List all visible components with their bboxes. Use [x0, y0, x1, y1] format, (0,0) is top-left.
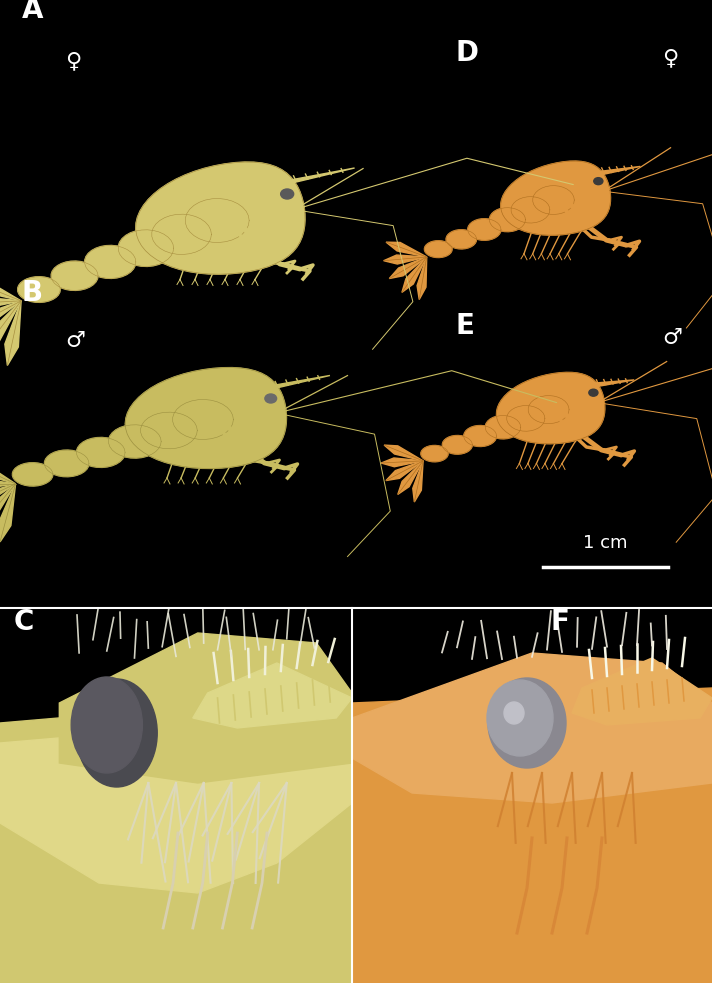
- Polygon shape: [18, 277, 61, 303]
- Ellipse shape: [76, 679, 157, 787]
- Polygon shape: [446, 230, 476, 249]
- Polygon shape: [264, 376, 330, 391]
- Ellipse shape: [504, 702, 524, 724]
- Polygon shape: [507, 406, 545, 432]
- Polygon shape: [486, 416, 520, 438]
- Polygon shape: [152, 214, 211, 255]
- Polygon shape: [0, 301, 21, 354]
- Ellipse shape: [589, 389, 598, 396]
- Polygon shape: [59, 633, 352, 783]
- Polygon shape: [489, 207, 525, 232]
- Polygon shape: [381, 458, 423, 467]
- Polygon shape: [13, 463, 53, 486]
- Polygon shape: [281, 168, 355, 186]
- Polygon shape: [386, 461, 423, 481]
- Text: F: F: [550, 608, 569, 636]
- Polygon shape: [352, 688, 712, 983]
- Ellipse shape: [265, 394, 276, 403]
- Polygon shape: [0, 458, 16, 484]
- Text: D: D: [456, 38, 478, 67]
- Polygon shape: [0, 484, 16, 530]
- Polygon shape: [398, 461, 423, 494]
- Polygon shape: [193, 663, 352, 728]
- Polygon shape: [0, 693, 352, 983]
- Polygon shape: [136, 162, 305, 274]
- Polygon shape: [511, 197, 550, 223]
- Text: ♀: ♀: [66, 51, 82, 71]
- Polygon shape: [0, 484, 16, 542]
- Polygon shape: [384, 255, 426, 264]
- Text: ♂: ♂: [662, 327, 682, 348]
- Polygon shape: [109, 425, 161, 458]
- Polygon shape: [0, 484, 16, 509]
- Polygon shape: [402, 257, 426, 292]
- Polygon shape: [352, 653, 712, 803]
- Polygon shape: [533, 186, 575, 214]
- Polygon shape: [0, 296, 21, 311]
- Polygon shape: [85, 246, 136, 278]
- Polygon shape: [417, 257, 426, 300]
- Ellipse shape: [71, 677, 142, 773]
- Ellipse shape: [488, 678, 566, 768]
- Polygon shape: [77, 437, 125, 467]
- Polygon shape: [51, 261, 98, 290]
- Polygon shape: [468, 218, 501, 240]
- Polygon shape: [0, 713, 352, 893]
- Text: C: C: [14, 608, 34, 636]
- Polygon shape: [0, 301, 21, 332]
- Polygon shape: [389, 257, 426, 278]
- Text: E: E: [456, 313, 475, 340]
- Ellipse shape: [281, 189, 293, 199]
- Polygon shape: [572, 658, 712, 725]
- Polygon shape: [5, 301, 21, 366]
- Text: ♀: ♀: [662, 48, 679, 68]
- Polygon shape: [141, 412, 197, 449]
- Polygon shape: [384, 445, 423, 461]
- Polygon shape: [424, 241, 452, 258]
- Polygon shape: [386, 242, 426, 257]
- Polygon shape: [125, 368, 286, 469]
- Text: 1 cm: 1 cm: [583, 534, 627, 552]
- Polygon shape: [0, 276, 21, 301]
- Polygon shape: [589, 379, 634, 388]
- Text: ♂: ♂: [66, 330, 85, 351]
- Text: B: B: [21, 279, 43, 307]
- Polygon shape: [413, 461, 423, 502]
- Polygon shape: [464, 426, 496, 446]
- Polygon shape: [173, 399, 234, 439]
- Text: A: A: [21, 0, 43, 25]
- Polygon shape: [421, 445, 448, 462]
- Polygon shape: [118, 230, 174, 266]
- Polygon shape: [594, 166, 640, 176]
- Polygon shape: [528, 395, 569, 424]
- Polygon shape: [45, 450, 89, 477]
- Polygon shape: [0, 478, 16, 491]
- Polygon shape: [442, 435, 472, 454]
- Polygon shape: [185, 199, 249, 243]
- Polygon shape: [496, 373, 604, 443]
- Ellipse shape: [487, 680, 553, 756]
- Polygon shape: [501, 161, 611, 235]
- Ellipse shape: [594, 178, 603, 185]
